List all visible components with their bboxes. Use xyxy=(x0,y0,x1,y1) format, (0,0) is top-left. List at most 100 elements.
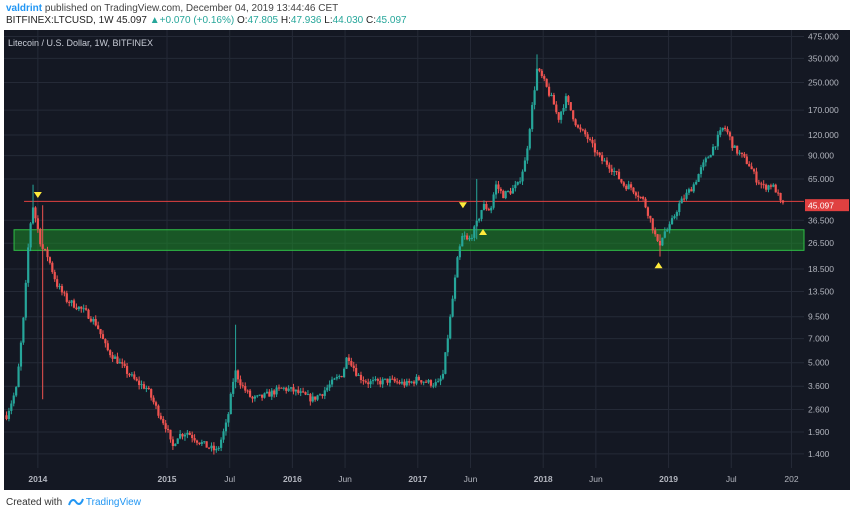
candle-body xyxy=(574,119,577,126)
candle-body xyxy=(121,362,124,364)
candle-body xyxy=(526,148,529,161)
candle-body xyxy=(75,307,78,310)
candle-body xyxy=(772,184,775,187)
y-tick-label: 9.500 xyxy=(808,312,830,322)
y-tick-label: 90.000 xyxy=(808,151,834,161)
candle-body xyxy=(762,184,765,186)
candle-body xyxy=(764,184,768,190)
candle-body xyxy=(123,363,126,367)
candle-body xyxy=(248,390,252,397)
candle-body xyxy=(646,207,650,216)
candle-body xyxy=(77,306,80,310)
candle-body xyxy=(169,429,172,440)
candle-body xyxy=(726,129,729,133)
candle-body xyxy=(731,136,734,148)
close-label: C: xyxy=(365,15,376,26)
candle-body xyxy=(562,108,565,112)
candle-body xyxy=(427,380,430,383)
candle-body xyxy=(138,380,141,386)
candle-body xyxy=(128,373,131,376)
candle-body xyxy=(97,325,100,329)
candle-body xyxy=(429,380,433,386)
candle-body xyxy=(550,95,553,97)
high-value: 47.936 xyxy=(290,15,322,26)
candle-body xyxy=(738,152,741,154)
candle-body xyxy=(162,418,165,424)
candle-body xyxy=(174,443,177,446)
marker-down xyxy=(458,202,467,209)
candle-body xyxy=(711,146,715,156)
x-tick-label: 2019 xyxy=(659,474,678,484)
time-axis[interactable] xyxy=(4,468,850,490)
candle-body xyxy=(424,381,428,383)
candle-body xyxy=(328,384,331,388)
candle-body xyxy=(683,198,686,200)
y-tick-label: 120.000 xyxy=(808,130,839,140)
candle-body xyxy=(154,402,158,406)
candle-body xyxy=(586,134,589,139)
candle-body xyxy=(412,381,416,384)
candle-body xyxy=(485,203,488,209)
candle-body xyxy=(707,157,710,159)
candle-body xyxy=(186,432,189,435)
candle-body xyxy=(22,317,25,343)
candle-body xyxy=(704,158,707,163)
candle-body xyxy=(634,192,637,196)
candle-body xyxy=(282,387,285,389)
candle-body xyxy=(661,237,664,246)
chart-header: valdrint published on TradingView.com, D… xyxy=(0,0,850,30)
author-name[interactable]: valdrint xyxy=(6,3,43,14)
candle-body xyxy=(347,357,351,362)
x-tick-label: Jun xyxy=(464,474,478,484)
candle-body xyxy=(357,374,360,376)
candle-body xyxy=(159,415,162,419)
candle-body xyxy=(17,366,20,388)
candle-body xyxy=(379,380,382,385)
candle-body xyxy=(376,379,379,381)
candle-body xyxy=(617,171,621,180)
candle-body xyxy=(43,248,47,250)
candle-body xyxy=(118,362,121,364)
candle-body xyxy=(398,381,401,384)
candle-body xyxy=(48,257,52,263)
price-axis[interactable] xyxy=(804,30,850,468)
candle-body xyxy=(576,125,580,128)
candle-body xyxy=(410,381,413,383)
x-tick-label: Jun xyxy=(338,474,352,484)
candle-body xyxy=(637,195,640,198)
chart-area[interactable]: 475.000 350.000 250.000 170.000 120.000 90.00… xyxy=(0,30,850,490)
candle-body xyxy=(678,203,681,213)
candle-body xyxy=(104,339,107,344)
candle-body xyxy=(579,127,582,130)
candle-body xyxy=(388,378,392,383)
candle-body xyxy=(769,185,773,187)
tradingview-brand[interactable]: TradingView xyxy=(85,497,141,508)
candle-body xyxy=(253,396,256,399)
candle-body xyxy=(393,378,396,382)
marker-up xyxy=(478,229,487,236)
candle-body xyxy=(130,374,133,376)
x-tick-label: Jul xyxy=(726,474,737,484)
candle-body xyxy=(697,174,700,182)
close-value: 45.097 xyxy=(375,15,407,26)
created-with: Created with TradingView xyxy=(6,497,141,508)
candle-body xyxy=(273,390,276,395)
low-value: 44.030 xyxy=(332,15,364,26)
candle-body xyxy=(227,414,230,423)
candle-body xyxy=(673,216,676,219)
candle-body xyxy=(198,442,201,444)
candle-body xyxy=(244,386,247,391)
candlestick-chart[interactable]: 475.000 350.000 250.000 170.000 120.000 90.00… xyxy=(0,30,850,490)
candle-body xyxy=(92,318,95,322)
candle-body xyxy=(417,376,420,381)
x-tick-label: 2015 xyxy=(158,474,177,484)
support-zone xyxy=(13,200,805,251)
candle-body xyxy=(588,138,592,140)
candle-body xyxy=(70,300,73,303)
candle-body xyxy=(330,379,334,385)
candle-body xyxy=(183,434,187,437)
candle-body xyxy=(80,306,83,309)
candle-body xyxy=(188,432,191,435)
candle-body xyxy=(492,194,495,208)
x-tick-label: Jul xyxy=(224,474,235,484)
